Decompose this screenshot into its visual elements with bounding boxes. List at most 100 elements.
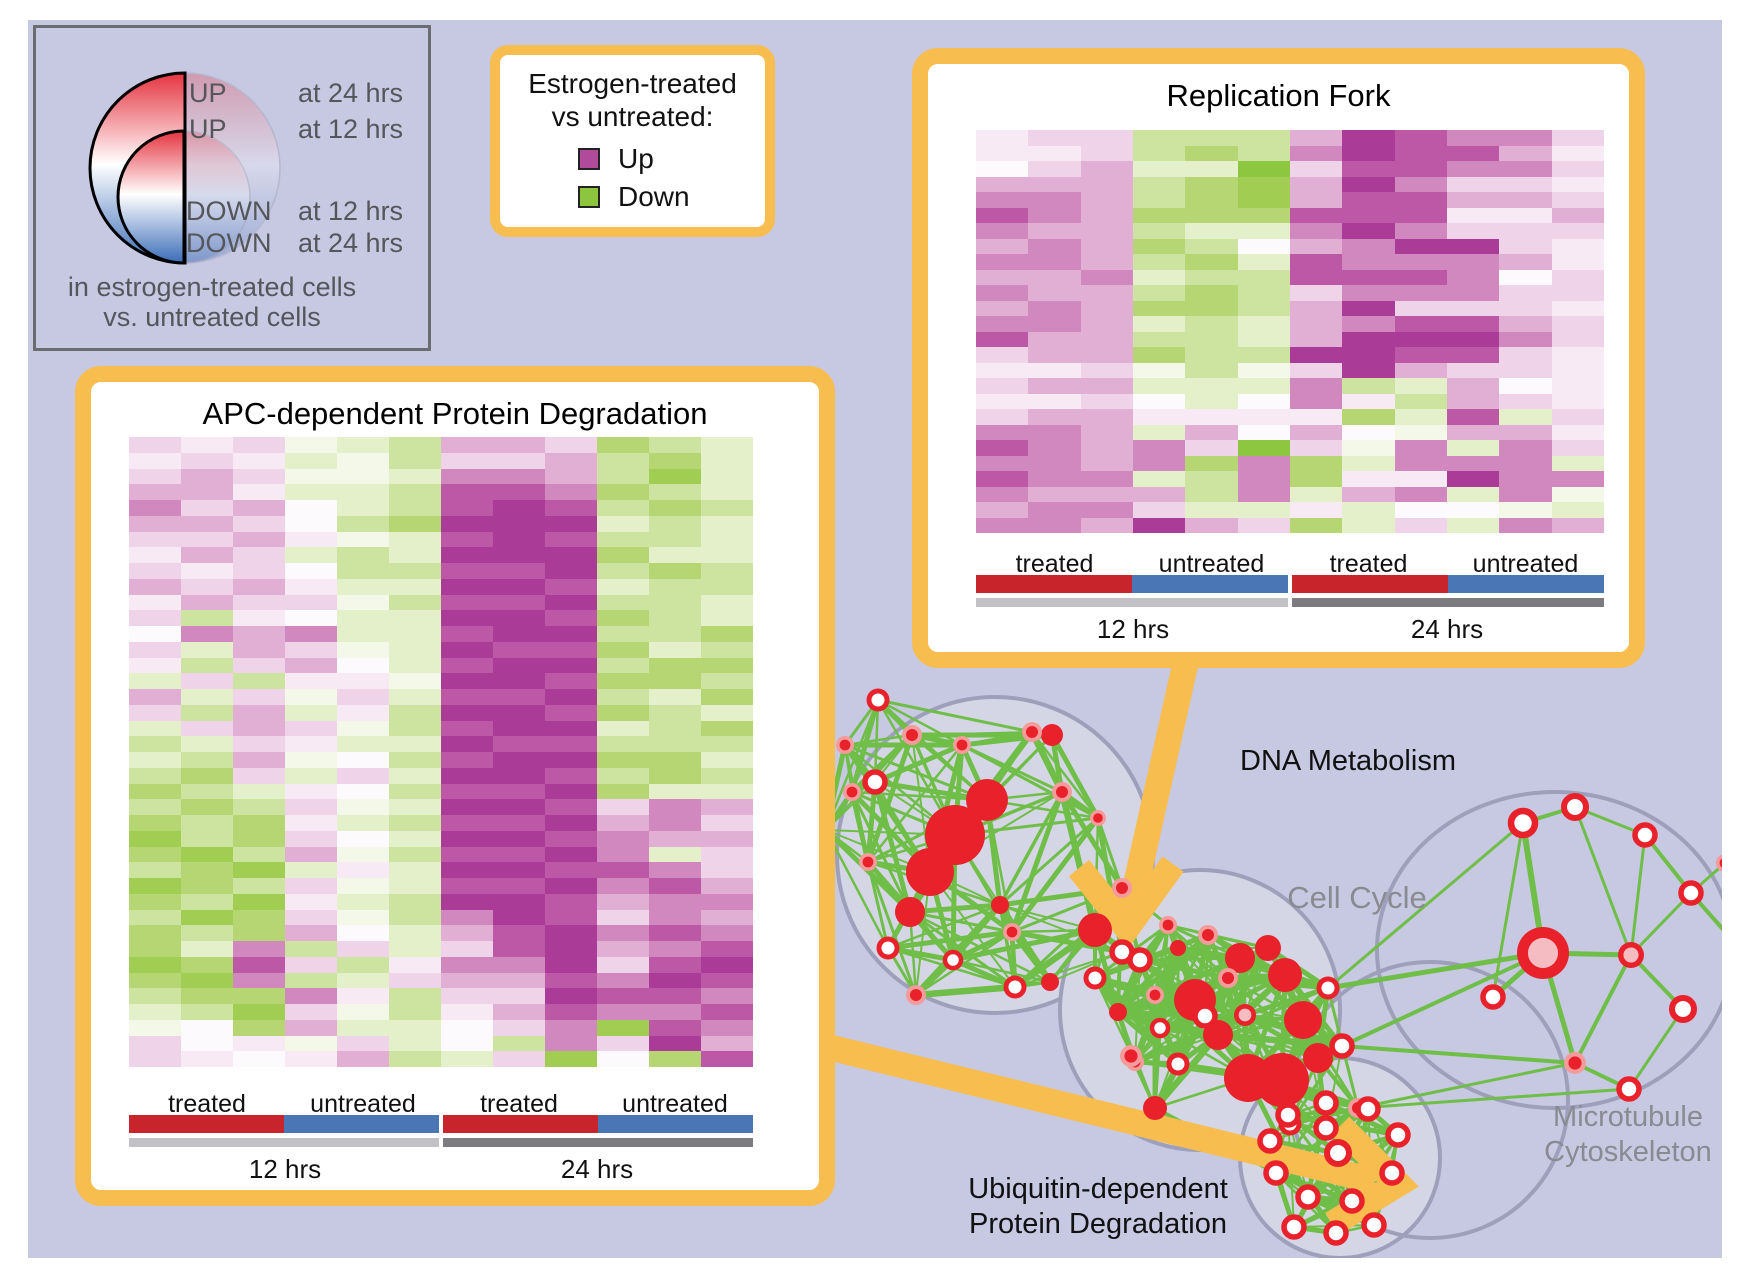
heatmap-cell [285,720,337,737]
heatmap-cell [389,484,441,500]
heatmap-cell [649,862,701,878]
heatmap-cell [337,988,389,1004]
heatmap-cell [233,1035,285,1052]
heatmap-cell [1080,130,1133,146]
network-edge [1134,1015,1206,1063]
heatmap-cell [441,594,493,611]
time-bar-12h [129,1138,439,1147]
heatmap-cell [649,941,701,957]
heatmap-cell [441,563,493,579]
heatmap-cell [181,689,233,705]
heatmap-cell [545,720,597,737]
ring-legend-up12-time: at 12 hrs [298,114,404,144]
heatmap-cell [1028,207,1081,223]
heatmap-cell [493,941,545,957]
heatmap-cell [233,941,285,957]
heatmap-cell [649,972,701,989]
untreated-bar [284,1115,439,1133]
heatmap-cell [1342,486,1395,502]
heatmap-cell [545,641,597,658]
heatmap-cell [285,594,337,611]
heatmap-cell [597,941,649,957]
heatmap-cell [1237,269,1290,285]
heatmap-cell [649,673,701,689]
heatmap-cell [597,704,649,721]
heatmap-cell [441,988,493,1004]
ring-legend-down12-time: at 12 hrs [298,196,404,226]
heatmap-cell [1289,502,1343,518]
heatmap-cell [1446,285,1500,301]
heatmap-cell [701,578,753,595]
heatmap-cell [493,547,545,563]
treated-bar [129,1115,284,1133]
heatmap-cell [129,547,181,563]
heatmap-cell [1080,161,1133,177]
heatmap-cell [649,1035,701,1052]
heatmap-cell [545,1035,597,1052]
replication-24hrs-label: 24 hrs [1410,614,1484,644]
heatmap-cell [649,1004,701,1020]
network-edge [1153,924,1170,996]
heatmap-cell [597,689,649,705]
heatmap-cell [1185,161,1238,177]
heatmap-cell [441,972,493,989]
heatmap-cell [233,641,285,658]
heatmap-cell [1237,455,1290,471]
heatmap-cell [1499,300,1552,316]
heatmap-cell [1237,223,1290,239]
gene-node-ring [1678,880,1704,906]
heatmap-cell [1289,393,1343,409]
heatmap-cell [181,752,233,768]
heatmap-cell [649,484,701,500]
heatmap-cell [976,471,1029,487]
heatmap-cell [649,641,701,658]
heatmap-cell [1499,316,1552,332]
heatmap-cell [649,815,701,831]
heatmap-cell [129,484,181,500]
figure-margin-right [1722,0,1750,1279]
gene-node-solid [991,896,1009,914]
heatmap-cell [1028,300,1081,316]
heatmap-cell [337,1035,389,1052]
heatmap-cell [441,815,493,831]
heatmap-cell [181,1035,233,1052]
heatmap-cell [545,689,597,705]
heatmap-cell [181,515,233,532]
heatmap-cell [493,972,545,989]
heatmap-cell [233,563,285,579]
heatmap-cell [1499,161,1552,177]
heatmap-cell [1185,455,1238,471]
heatmap-cell [389,1004,441,1020]
heatmap-cell [285,767,337,784]
heatmap-cell [441,1051,493,1067]
heatmap-cell [545,1051,597,1067]
heatmap-cell [1028,486,1081,502]
ring-legend-down24-dir: DOWN [186,228,272,258]
heatmap-cell [389,893,441,910]
heatmap-cell [1080,331,1133,347]
heatmap-cell [337,720,389,737]
heatmap-cell [181,610,233,626]
heatmap-cell [181,594,233,611]
heatmap-cell [1185,409,1238,425]
heatmap-cell [1551,300,1604,316]
heatmap-cell [976,192,1029,208]
heatmap-cell [285,1004,337,1020]
heatmap-cell [1342,285,1395,301]
heatmap-cell [1237,192,1290,208]
heatmap-cell [1132,192,1186,208]
gene-node-ring [1616,1076,1642,1102]
heatmap-cell [337,1004,389,1020]
heatmap-cell [976,424,1029,440]
heatmap-cell [1446,486,1500,502]
heatmap-cell [976,207,1029,223]
heatmap-cell [701,1035,753,1052]
heatmap-cell [1394,331,1447,347]
network-edge [877,698,1033,734]
heatmap-cell [1289,471,1343,487]
heatmap-cell [545,783,597,800]
heatmap-cell [337,893,389,910]
microtubule-label-line2: Cytoskeleton [1544,1136,1712,1168]
heatmap-cell [1289,486,1343,502]
